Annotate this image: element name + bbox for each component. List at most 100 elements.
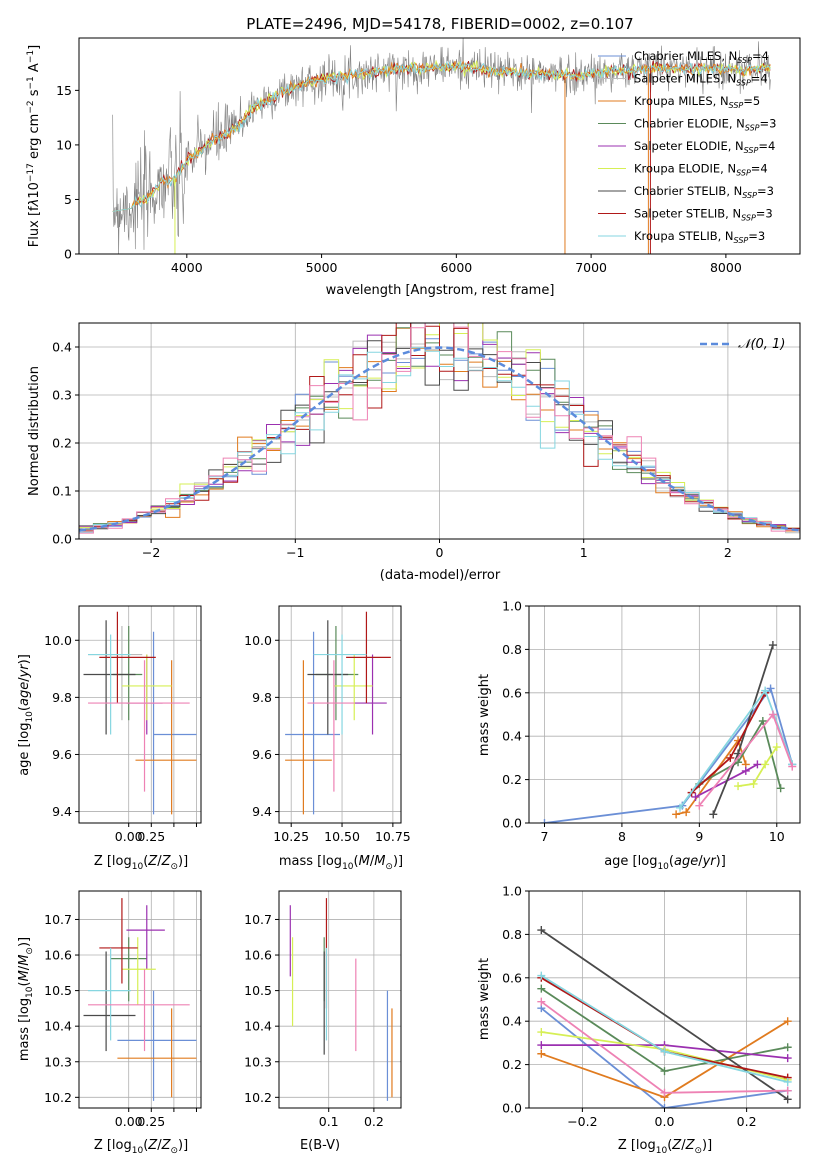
- wZ-ylabel: mass weight: [477, 958, 492, 1040]
- mass-vs-metallicity-plot: 0.000.25 10.2 10.3 10.4 10.5 10.6 10.7: [44, 890, 202, 1129]
- weight-point-marker: [709, 810, 718, 819]
- y-tick-label: 10.3: [244, 1054, 272, 1069]
- y-tick-label: 10: [56, 137, 72, 152]
- mass-weight-vs-age-plot: 7 8 9 10 0.0 0.2 0.4 0.6 0.8 1.0: [502, 599, 801, 844]
- plot-area: [83, 611, 197, 815]
- x-tick-label: 0.25: [137, 1114, 165, 1129]
- plot-area: [540, 641, 797, 823]
- y-tick-label: 10.7: [44, 912, 72, 927]
- weight-series-line: [544, 686, 794, 823]
- weight-point-marker: [682, 808, 691, 817]
- weight-point-marker: [675, 803, 684, 812]
- spectrum-xlabel: wavelength [Angstrom, rest frame]: [326, 283, 555, 298]
- weight-point-marker: [660, 1047, 669, 1056]
- legend-label: Kroupa ELODIE, NSSP=4: [634, 162, 768, 178]
- x-tick-label: 10.75: [375, 829, 411, 844]
- y-tick-label: 0.4: [502, 1014, 522, 1029]
- y-tick-label: 10.0: [244, 633, 272, 648]
- weight-point-marker: [783, 1043, 792, 1052]
- ageZ-ylabel: age [log10(age/yr)]: [17, 654, 35, 776]
- y-tick-label: 10.7: [244, 912, 272, 927]
- weight-point-marker: [776, 784, 785, 793]
- wZ-xlabel: Z [log10(Z/Z⊙)]: [618, 1138, 712, 1156]
- y-tick-label: 0.6: [502, 685, 522, 700]
- x-tick-label: 7000: [575, 260, 607, 275]
- spectrum-title: PLATE=2496, MJD=54178, FIBERID=0002, z=0…: [246, 15, 633, 33]
- age-vs-metallicity-plot: 0.000.25 9.4 9.6 9.8 10.0: [44, 605, 202, 844]
- axes-frame: [528, 605, 801, 824]
- x-tick-label: 0.25: [137, 829, 165, 844]
- y-tick-label: 10.6: [44, 948, 72, 963]
- y-tick-label: 10.4: [44, 1019, 72, 1034]
- y-tick-label: 0.0: [502, 1101, 522, 1116]
- legend-label: Chabrier MILES, NSSP=4: [634, 49, 769, 65]
- x-tick-label: 6000: [440, 260, 472, 275]
- axes-frame: [278, 890, 402, 1109]
- weight-point-marker: [537, 997, 546, 1006]
- x-tick-label: 2: [724, 545, 732, 560]
- y-tick-label: 10.2: [244, 1090, 272, 1105]
- kroupa_stelib-model-line: [112, 60, 771, 212]
- weight-point-marker: [758, 717, 767, 726]
- y-tick-label: 9.4: [252, 804, 272, 819]
- weight-point-marker: [537, 1041, 546, 1050]
- weight-point-marker: [660, 1104, 669, 1108]
- x-tick-label: 5000: [306, 260, 338, 275]
- y-tick-label: 10.5: [44, 983, 72, 998]
- x-tick-label: 0.00: [115, 1114, 143, 1129]
- y-tick-label: 9.8: [252, 690, 272, 705]
- weight-point-marker: [766, 684, 775, 693]
- kroupa_stelib-histogram: [79, 347, 800, 533]
- weight-point-marker: [783, 1086, 792, 1095]
- y-tick-label: 9.6: [52, 747, 72, 762]
- spectrum-ylabel: Flux [fλ10−17 erg cm−2 s−1 A−1]: [26, 45, 42, 247]
- mass-vs-ebv-plot: 0.1 0.2 10.2 10.3 10.4 10.5 10.6 10.7: [244, 890, 402, 1129]
- x-tick-label: 0: [436, 545, 444, 560]
- weight-point-marker: [537, 971, 546, 980]
- y-tick-label: 0.4: [52, 340, 72, 355]
- legend-label: Salpeter ELODIE, NSSP=4: [634, 139, 775, 155]
- legend-label: Salpeter MILES, NSSP=4: [634, 72, 768, 88]
- mZ-ylabel: mass [log10(M/M⊙)]: [17, 937, 35, 1061]
- y-tick-label: 0.2: [502, 1057, 522, 1072]
- y-tick-label: 0.0: [502, 816, 522, 831]
- x-tick-label: −0.2: [567, 1114, 597, 1129]
- legend-label: 𝒩(0, 1): [738, 337, 785, 352]
- salpeter_stelib-histogram: [79, 323, 800, 532]
- weight-series-line: [737, 746, 778, 787]
- weight-point-marker: [540, 819, 549, 823]
- x-tick-label: 10.50: [324, 829, 360, 844]
- normal-distribution-curve: [79, 346, 800, 532]
- axes-frame: [78, 37, 801, 255]
- y-tick-label: 9.6: [252, 747, 272, 762]
- x-tick-label: 0.2: [737, 1114, 757, 1129]
- y-tick-label: 10.3: [44, 1054, 72, 1069]
- y-tick-label: 0.2: [502, 772, 522, 787]
- y-tick-label: 0.8: [502, 927, 522, 942]
- grid-lines: [529, 605, 800, 824]
- plot-area: [285, 611, 391, 815]
- y-tick-label: 0.2: [52, 436, 72, 451]
- axes-frame: [278, 605, 402, 824]
- x-tick-label: 7: [541, 829, 549, 844]
- observed-spectrum-line: [112, 38, 771, 254]
- grid-lines: [79, 891, 201, 1108]
- x-tick-label: 0.1: [319, 1114, 339, 1129]
- weight-point-marker: [695, 801, 704, 810]
- weight-point-marker: [741, 766, 750, 775]
- y-tick-label: 9.8: [52, 690, 72, 705]
- ageM-xlabel: mass [log10(M/M⊙)]: [279, 854, 403, 872]
- y-tick-label: 15: [56, 83, 72, 98]
- y-tick-label: 10.2: [44, 1090, 72, 1105]
- plot-area: [289, 898, 393, 1101]
- pink-histogram: [79, 323, 800, 534]
- weight-point-marker: [753, 760, 762, 769]
- legend-label: Salpeter STELIB, NSSP=3: [634, 207, 773, 223]
- weight-point-marker: [772, 743, 781, 752]
- x-tick-label: −1: [286, 545, 304, 560]
- y-tick-label: 9.4: [52, 804, 72, 819]
- wAge-ylabel: mass weight: [477, 674, 492, 756]
- y-tick-label: 0.4: [502, 729, 522, 744]
- axes-frame: [78, 605, 202, 824]
- y-tick-label: 1.0: [502, 599, 522, 614]
